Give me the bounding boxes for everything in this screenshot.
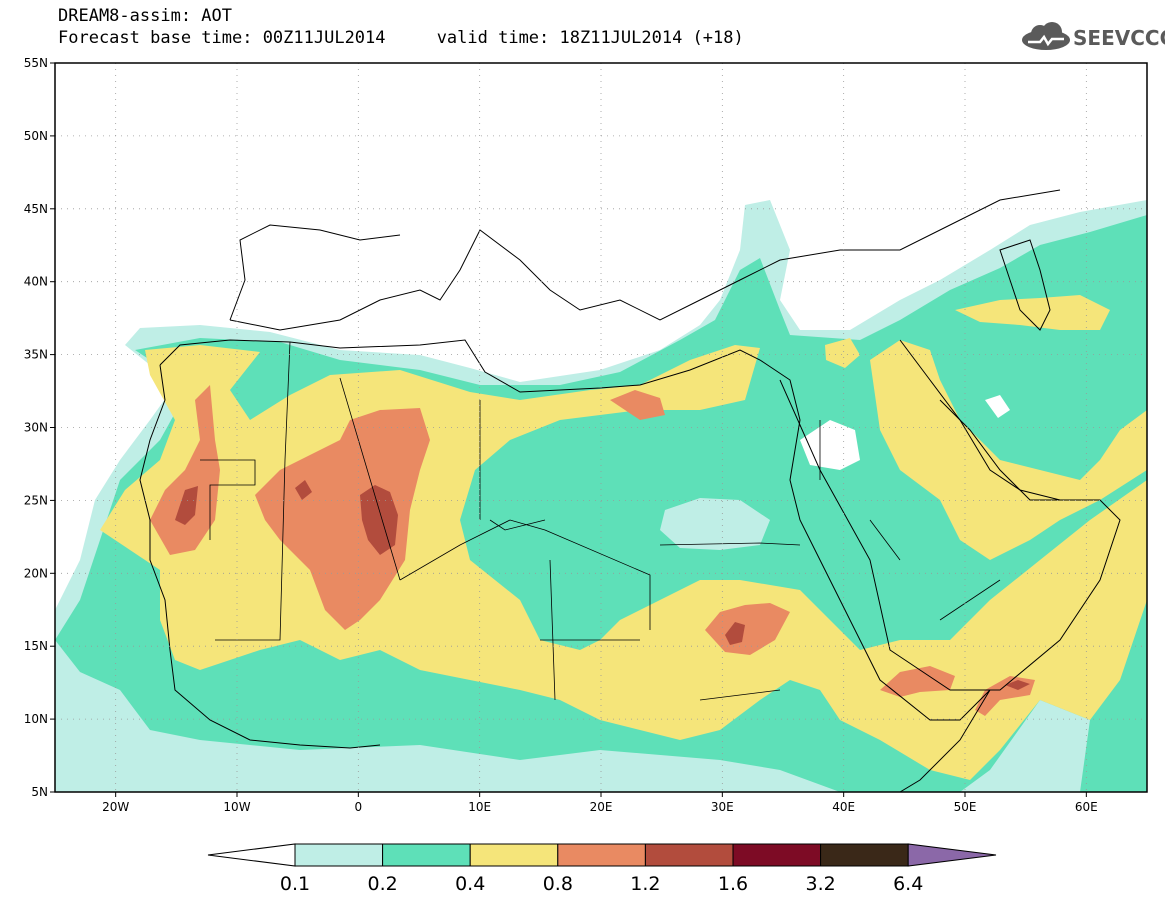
colorbar-label: 3.2	[805, 873, 835, 895]
colorbar-label: 1.6	[718, 873, 748, 895]
colorbar-bin	[732, 843, 822, 867]
map-title: DREAM8-assim: AOT	[58, 6, 232, 26]
lat-tick-label: 25N	[24, 493, 48, 507]
aot-band-0.4	[870, 340, 1147, 560]
colorbar: 0.1 0.2 0.4 0.8 1.2 1.6 3.2 6.4	[207, 843, 997, 895]
aot-band-0.8	[150, 385, 220, 555]
lat-tick-label: 15N	[24, 639, 48, 653]
colorbar-label: 0.1	[280, 873, 310, 895]
lat-tick-label: 50N	[24, 129, 48, 143]
arabia-coast	[779, 339, 1121, 691]
colorbar-label: 0.8	[543, 873, 573, 895]
aot-band-0.8	[610, 390, 665, 420]
iberia-coast	[229, 224, 401, 321]
lat-tick-label: 55N	[24, 56, 48, 70]
lon-tick-label: 10W	[223, 800, 250, 814]
west-africa-coast	[139, 364, 381, 749]
lat-tick-label: 5N	[31, 785, 48, 799]
aot-band-1.2	[1005, 680, 1030, 690]
lat-tick-label: 10N	[24, 712, 48, 726]
lat-tick-label: 45N	[24, 202, 48, 216]
aot-band-1.2	[175, 486, 198, 525]
lon-tick-label: 30E	[711, 800, 734, 814]
lon-tick-label: 20W	[102, 800, 129, 814]
colorbar-under-arrow	[207, 843, 296, 867]
colorbar-bin	[469, 843, 559, 867]
lon-tick-label: 10E	[468, 800, 491, 814]
colorbar-label: 0.2	[367, 873, 397, 895]
aot-low-region	[660, 498, 770, 550]
aot-band-1.2	[360, 485, 398, 555]
lat-tick-label: 40N	[24, 275, 48, 289]
colorbar-label: 0.4	[455, 873, 485, 895]
aot-band-0.4	[955, 295, 1110, 330]
aot-band-0.8	[255, 408, 430, 630]
aot-low-region	[985, 395, 1010, 418]
colorbar-bin	[820, 843, 909, 867]
aot-field	[55, 200, 1147, 792]
caspian	[999, 239, 1051, 331]
colorbar-label: 6.4	[893, 873, 923, 895]
lon-tick-label: 50E	[954, 800, 977, 814]
forecast-times: Forecast base time: 00Z11JUL2014 valid t…	[58, 28, 744, 48]
aot-band-1.2	[725, 622, 745, 645]
lat-tick-label: 35N	[24, 348, 48, 362]
colorbar-bin	[644, 843, 734, 867]
logo-text: SEEVCCC	[1073, 26, 1165, 50]
lat-tick-label: 30N	[24, 421, 48, 435]
longitude-axis: 20W 10W 0 10E 20E 30E 40E 50E 60E	[102, 792, 1098, 814]
aot-band-0.8	[880, 666, 955, 697]
aot-band-0.4	[825, 338, 860, 368]
lon-tick-label: 20E	[590, 800, 613, 814]
aot-band-0.8	[705, 603, 790, 655]
lat-tick-label: 20N	[24, 566, 48, 580]
colorbar-bin	[382, 843, 471, 867]
africa-coast	[159, 339, 991, 792]
cloud-icon	[1022, 22, 1070, 50]
seevccc-logo	[1022, 22, 1070, 50]
aot-low-region	[800, 420, 860, 470]
graticule	[55, 63, 1147, 792]
coastlines	[139, 189, 1121, 792]
latitude-axis: 55N 50N 45N 40N 35N 30N 25N 20N 15N 10N 5N	[24, 56, 55, 799]
colorbar-bin	[557, 843, 646, 867]
lon-tick-label: 0	[355, 800, 363, 814]
colorbar-over-arrow	[907, 843, 997, 867]
aot-band-1.2	[295, 480, 312, 500]
lon-tick-label: 60E	[1075, 800, 1098, 814]
colorbar-label: 1.2	[630, 873, 660, 895]
colorbar-bin	[294, 843, 384, 867]
lon-tick-label: 40E	[832, 800, 855, 814]
europe-coast	[229, 189, 1061, 331]
